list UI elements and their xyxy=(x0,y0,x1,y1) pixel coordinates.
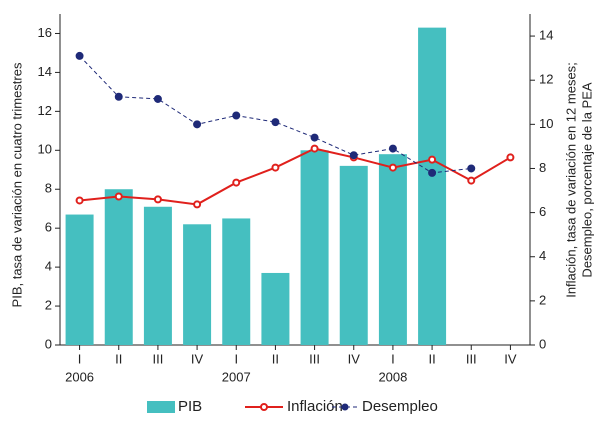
y2-tick-label: 6 xyxy=(539,204,546,219)
marker xyxy=(75,196,84,205)
legend-marker xyxy=(341,403,349,411)
marker xyxy=(388,144,397,153)
marker xyxy=(467,164,476,173)
x-tick-label: II xyxy=(272,351,279,366)
legend-label: Inflación xyxy=(287,398,343,415)
x-tick-label: IV xyxy=(191,351,204,366)
y-tick-label: 2 xyxy=(45,297,52,312)
y2-axis-label: Desempleo, porcentaje de la PEA xyxy=(579,82,594,277)
y2-tick-label: 14 xyxy=(539,28,553,43)
bar xyxy=(339,165,368,345)
y-tick-label: 12 xyxy=(38,103,52,118)
marker xyxy=(193,200,202,209)
x-tick-label: I xyxy=(234,351,238,366)
y2-axis-label: Inflación, tasa de variación en 12 meses… xyxy=(563,62,578,298)
y-tick-label: 0 xyxy=(45,336,52,351)
marker xyxy=(506,153,515,162)
legend-swatch xyxy=(147,401,175,413)
y-tick-label: 10 xyxy=(38,142,52,157)
marker xyxy=(271,163,280,172)
line xyxy=(79,147,511,206)
x-tick-label: IV xyxy=(348,351,361,366)
y2-tick-label: 8 xyxy=(539,160,546,175)
y-tick-label: 16 xyxy=(38,25,52,40)
bar xyxy=(222,218,251,345)
marker xyxy=(153,94,162,103)
marker xyxy=(193,120,202,129)
legend-marker xyxy=(260,403,268,411)
x-tick-label: I xyxy=(78,351,82,366)
marker xyxy=(388,163,397,172)
y2-tick-label: 0 xyxy=(539,336,546,351)
bar xyxy=(378,154,407,345)
marker xyxy=(310,144,319,153)
legend-label: PIB xyxy=(178,398,202,415)
x-group-label: 2006 xyxy=(65,369,94,384)
y-tick-label: 6 xyxy=(45,220,52,235)
x-tick-label: III xyxy=(466,351,477,366)
x-tick-label: II xyxy=(115,351,122,366)
y2-tick-label: 10 xyxy=(539,116,553,131)
y-axis-label: PIB, tasa de variación en cuatro trimest… xyxy=(9,62,24,307)
bar xyxy=(104,189,133,345)
marker xyxy=(349,151,358,160)
marker xyxy=(153,195,162,204)
bar xyxy=(300,150,329,345)
marker xyxy=(232,178,241,187)
marker xyxy=(114,92,123,101)
bar xyxy=(65,214,94,345)
marker xyxy=(114,192,123,201)
bar xyxy=(143,206,172,345)
x-group-label: 2007 xyxy=(222,369,251,384)
x-tick-label: III xyxy=(152,351,163,366)
marker xyxy=(428,155,437,164)
x-tick-label: II xyxy=(428,351,435,366)
marker xyxy=(271,118,280,127)
y-tick-label: 14 xyxy=(38,64,52,79)
x-tick-label: III xyxy=(309,351,320,366)
marker xyxy=(467,176,476,185)
x-tick-label: I xyxy=(391,351,395,366)
marker xyxy=(232,111,241,120)
x-group-label: 2008 xyxy=(378,369,407,384)
legend-label: Desempleo xyxy=(362,398,438,415)
marker xyxy=(428,168,437,177)
marker xyxy=(75,51,84,60)
x-tick-label: IV xyxy=(504,351,517,366)
y-tick-label: 4 xyxy=(45,259,52,274)
y2-tick-label: 2 xyxy=(539,292,546,307)
line xyxy=(79,55,472,174)
marker xyxy=(310,133,319,142)
y2-tick-label: 12 xyxy=(539,72,553,87)
bar xyxy=(183,224,212,345)
bar xyxy=(418,27,447,345)
y2-tick-label: 4 xyxy=(539,248,546,263)
y-tick-label: 8 xyxy=(45,181,52,196)
bar xyxy=(261,272,290,345)
